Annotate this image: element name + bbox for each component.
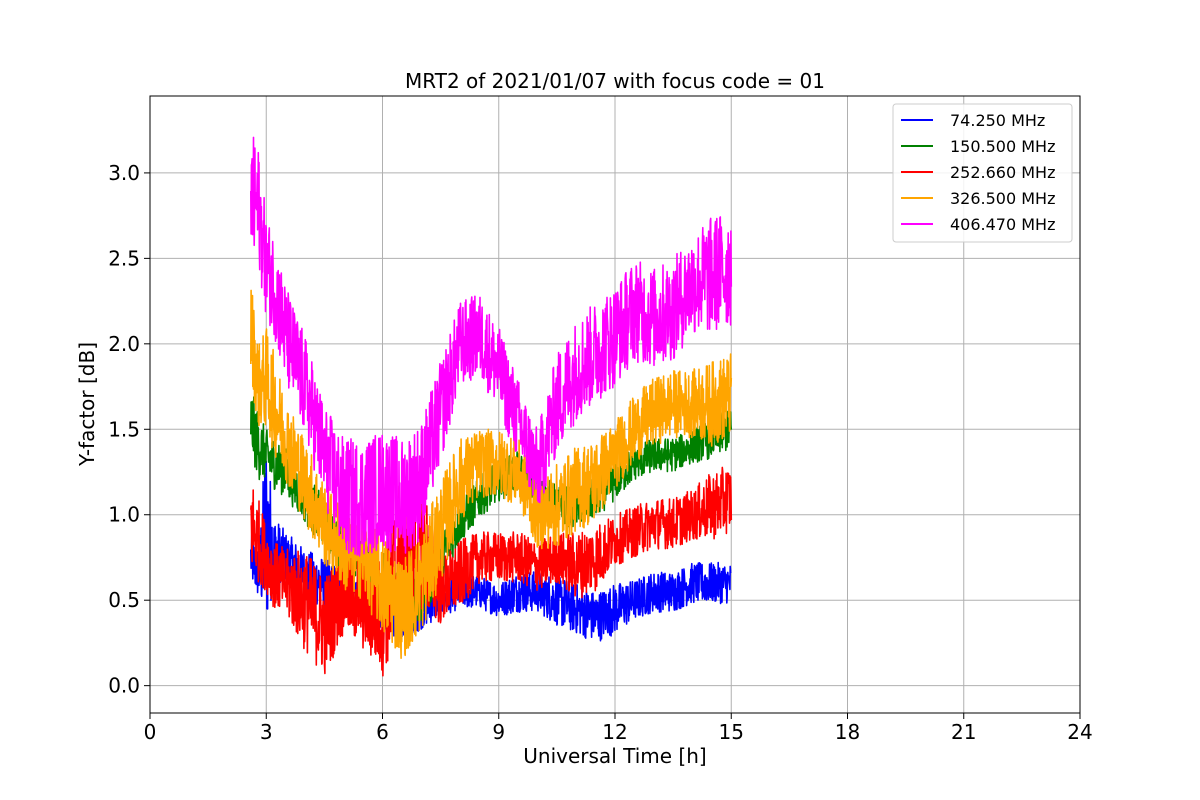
legend-label: 150.500 MHz	[950, 137, 1055, 156]
chart-title: MRT2 of 2021/01/07 with focus code = 01	[405, 69, 825, 93]
series-line	[250, 136, 733, 557]
x-tick-label: 21	[951, 720, 976, 744]
legend-label: 406.470 MHz	[950, 215, 1055, 234]
x-axis-label: Universal Time [h]	[523, 744, 706, 768]
legend-label: 252.660 MHz	[950, 163, 1055, 182]
y-tick-label: 1.0	[108, 503, 140, 527]
y-tick-label: 2.0	[108, 332, 140, 356]
x-tick-label: 6	[376, 720, 389, 744]
y-axis-ticks: 0.0 0.5 1.0 1.5 2.0 2.5 3.0	[108, 161, 150, 698]
x-axis-ticks: 0 3 6 9 12 15 18 21 24	[144, 713, 1093, 744]
series-line	[250, 464, 733, 677]
legend-label: 326.500 MHz	[950, 189, 1055, 208]
x-tick-label: 0	[144, 720, 157, 744]
series-layer	[250, 136, 733, 677]
y-tick-label: 1.5	[108, 417, 140, 441]
x-tick-label: 12	[602, 720, 627, 744]
y-tick-label: 3.0	[108, 161, 140, 185]
series-line	[250, 289, 733, 660]
x-tick-label: 9	[492, 720, 505, 744]
y-tick-label: 0.0	[108, 674, 140, 698]
y-tick-label: 2.5	[108, 246, 140, 270]
legend: 74.250 MHz 150.500 MHz 252.660 MHz 326.500 …	[892, 103, 1073, 243]
legend-label: 74.250 MHz	[950, 111, 1045, 130]
x-tick-label: 24	[1067, 720, 1092, 744]
x-tick-label: 15	[719, 720, 744, 744]
y-tick-label: 0.5	[108, 588, 140, 612]
x-tick-label: 18	[835, 720, 860, 744]
legend-box	[892, 103, 1073, 243]
y-axis-label: Y-factor [dB]	[75, 342, 99, 467]
x-tick-label: 3	[260, 720, 273, 744]
